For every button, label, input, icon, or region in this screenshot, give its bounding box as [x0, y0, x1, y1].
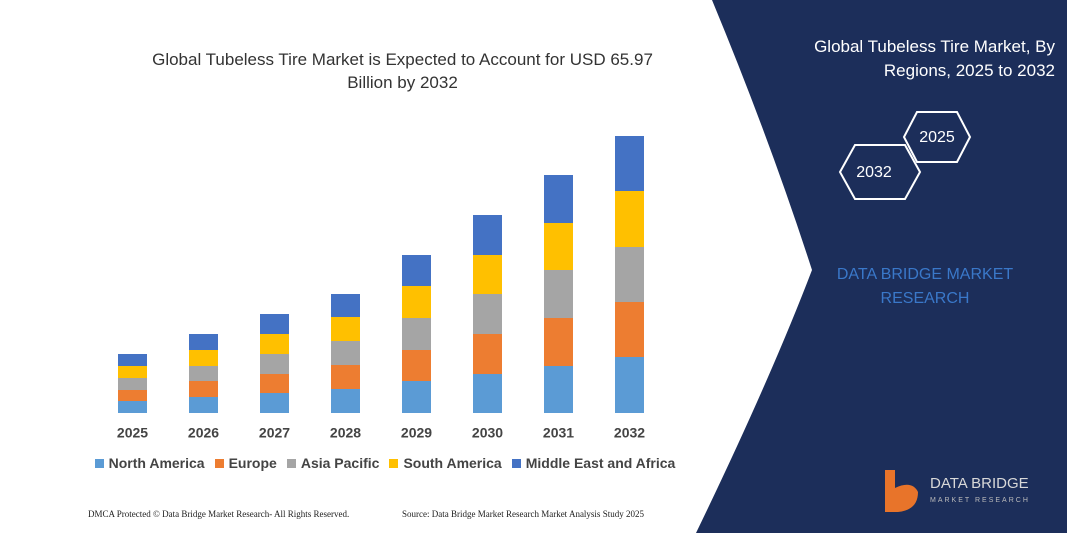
legend-swatch [214, 458, 224, 468]
x-tick-label: 2030 [472, 425, 503, 441]
bar-segment [473, 334, 502, 374]
bar-segment [615, 357, 644, 413]
bar-segment [260, 393, 289, 413]
legend-label: Middle East and Africa [525, 455, 676, 471]
bar-segment [331, 365, 360, 389]
hex-label: 2032 [856, 164, 892, 181]
bar-segment [402, 318, 431, 350]
legend-swatch [511, 458, 521, 468]
bar-segment [473, 374, 502, 413]
bar-segment [402, 350, 431, 381]
hexagon [838, 144, 922, 200]
hexagon [902, 111, 972, 163]
x-tick-label: 2028 [330, 425, 361, 441]
bar-segment [118, 378, 147, 390]
bar-segment [544, 366, 573, 413]
logo-name: DATA BRIDGE [930, 475, 1029, 492]
x-tick-label: 2029 [401, 425, 432, 441]
brand-text: DATA BRIDGE MARKET RESEARCH [836, 266, 1014, 307]
bar-segment [189, 366, 218, 381]
bar-segment [331, 341, 360, 365]
side-title: Global Tubeless Tire Market, By Regions,… [814, 37, 1055, 80]
bar-segment [544, 223, 573, 270]
bar-segment [615, 302, 644, 357]
bar-segment [260, 354, 289, 374]
bar-segment [544, 175, 573, 223]
side-panel-bg [696, 0, 1067, 533]
bar-segment [615, 136, 644, 191]
x-tick-label: 2027 [259, 425, 290, 441]
bar-segment [118, 354, 147, 366]
bar-segment [331, 317, 360, 341]
chart-title: Global Tubeless Tire Market is Expected … [152, 50, 653, 92]
bar-segment [402, 381, 431, 413]
bar-segment [189, 334, 218, 350]
legend-label: Europe [228, 455, 277, 471]
x-tick-label: 2031 [543, 425, 574, 441]
bar-segment [402, 286, 431, 318]
legend-swatch [94, 458, 104, 468]
legend-item: Asia Pacific [286, 455, 380, 471]
bar-segment [118, 366, 147, 378]
legend-label: Asia Pacific [300, 455, 380, 471]
footer-right: Source: Data Bridge Market Research Mark… [402, 509, 644, 519]
bar-segment [473, 294, 502, 334]
bar-segment [544, 318, 573, 366]
bar-segment [260, 334, 289, 354]
logo-mark [885, 470, 918, 512]
legend-item: Middle East and Africa [511, 455, 676, 471]
footer-left: DMCA Protected © Data Bridge Market Rese… [88, 509, 350, 519]
x-tick-label: 2025 [117, 425, 148, 441]
bar-segment [189, 381, 218, 397]
hex-label: 2025 [919, 129, 955, 146]
bar-segment [615, 247, 644, 302]
bar-segment [473, 255, 502, 294]
bar-segment [331, 294, 360, 317]
bar-segment [331, 389, 360, 413]
legend-label: South America [403, 455, 502, 471]
logo-tagline: MARKET RESEARCH [930, 497, 1030, 504]
bar-segment [118, 390, 147, 401]
legend-swatch [286, 458, 296, 468]
bar-segment [118, 401, 147, 413]
x-tick-label: 2026 [188, 425, 219, 441]
bar-segment [615, 191, 644, 247]
bar-segment [260, 314, 289, 334]
x-tick-label: 2032 [614, 425, 645, 441]
legend-item: South America [389, 455, 502, 471]
bar-segment [260, 374, 289, 393]
legend-label: North America [108, 455, 205, 471]
bar-segment [189, 397, 218, 413]
legend: North America Europe Asia Pacific South Ame… [60, 455, 710, 471]
legend-swatch [389, 458, 399, 468]
legend-item: Europe [214, 455, 277, 471]
bar-segment [473, 215, 502, 255]
legend-item: North America [94, 455, 205, 471]
bar-segment [402, 255, 431, 286]
bar-segment [544, 270, 573, 318]
bar-segment [189, 350, 218, 366]
